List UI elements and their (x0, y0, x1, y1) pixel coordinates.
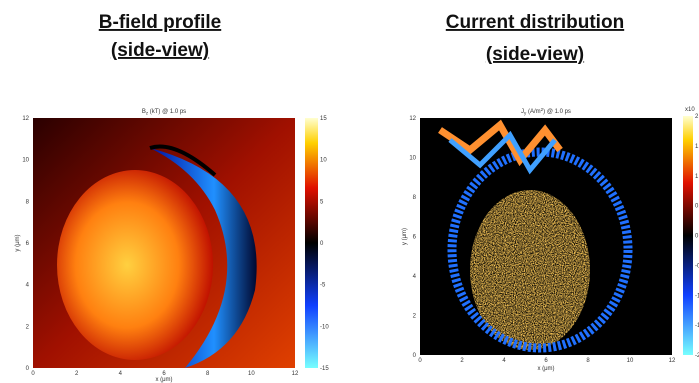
x-tick-label: 0 (31, 371, 35, 377)
x-tick-label: 2 (460, 358, 464, 364)
title-part: (A/m (526, 109, 540, 115)
colorbar-tick-label: -5 (320, 283, 326, 289)
colorbar-tick-label: 1 (695, 174, 699, 180)
title-part: ) @ 1.0 ps (543, 109, 571, 115)
x-tick-label: 10 (627, 358, 634, 364)
x-axis-label: x (μm) (537, 366, 554, 372)
colorbar-tick-label: 2 (695, 114, 699, 120)
x-tick-label: 12 (292, 371, 299, 377)
heatmap-current (420, 118, 672, 355)
x-tick-label: 12 (669, 358, 676, 364)
colorbar-tick-label: -15 (320, 366, 329, 372)
colorbar-tick-label: 0 (320, 241, 324, 247)
y-tick-label: 4 (26, 283, 30, 289)
x-axis-label: x (μm) (155, 377, 172, 383)
y-tick-label: 6 (413, 235, 417, 241)
y-tick-label: 8 (413, 195, 417, 201)
title-part: 2 (541, 107, 544, 112)
x-tick-label: 6 (162, 371, 166, 377)
colorbar-tick-label: -1 (695, 293, 699, 299)
colorbar-exponent: x10 (685, 107, 695, 113)
y-tick-label: 2 (413, 314, 417, 320)
y-tick-label: 4 (413, 274, 417, 280)
x-tick-label: 2 (75, 371, 79, 377)
panel-heading: Current distribution (446, 12, 624, 33)
colorbar (305, 118, 318, 368)
title-part: J (521, 109, 524, 115)
title-part: B (142, 109, 146, 115)
colorbar-tick-label: -0.5 (695, 263, 699, 269)
x-tick-label: 4 (502, 358, 506, 364)
colorbar-tick-label: 1.5 (695, 144, 699, 150)
y-axis-label: y (μm) (15, 234, 21, 251)
y-tick-label: 12 (409, 116, 416, 122)
heatmap-b-field (33, 118, 295, 368)
y-tick-label: 0 (26, 366, 30, 372)
panel-heading: (side-view) (486, 44, 584, 65)
colorbar (683, 116, 693, 355)
x-tick-label: 6 (544, 358, 548, 364)
colorbar-tick-label: 5 (320, 199, 324, 205)
plot-title: Bz (kT) @ 1.0 ps (142, 109, 186, 116)
title-part: z (146, 111, 149, 116)
y-tick-label: 10 (409, 156, 416, 162)
panel-heading: (side-view) (111, 40, 209, 61)
colorbar-tick-label: 10 (320, 158, 327, 164)
y-tick-label: 8 (26, 199, 30, 205)
y-tick-label: 2 (26, 324, 30, 330)
y-tick-label: 10 (22, 158, 29, 164)
x-tick-label: 0 (418, 358, 422, 364)
x-tick-label: 10 (248, 371, 255, 377)
colorbar-tick-label: 0.5 (695, 204, 699, 210)
plot-title: Jy (A/m2) @ 1.0 ps (521, 107, 571, 116)
y-tick-label: 0 (413, 353, 417, 359)
x-tick-label: 8 (206, 371, 210, 377)
y-axis-label: y (μm) (402, 228, 408, 245)
colorbar-tick-label: -10 (320, 324, 329, 330)
colorbar-tick-label: -1.5 (695, 323, 699, 329)
y-tick-label: 6 (26, 241, 30, 247)
panel-heading: B-field profile (99, 12, 221, 33)
x-tick-label: 4 (119, 371, 123, 377)
colorbar-tick-label: 15 (320, 116, 327, 122)
colorbar-tick-label: 0 (695, 234, 699, 240)
x-tick-label: 8 (586, 358, 590, 364)
title-part: (kT) @ 1.0 ps (148, 109, 186, 115)
title-part: y (524, 111, 527, 116)
colorbar-tick-label: -2 (695, 353, 699, 359)
y-tick-label: 12 (22, 116, 29, 122)
